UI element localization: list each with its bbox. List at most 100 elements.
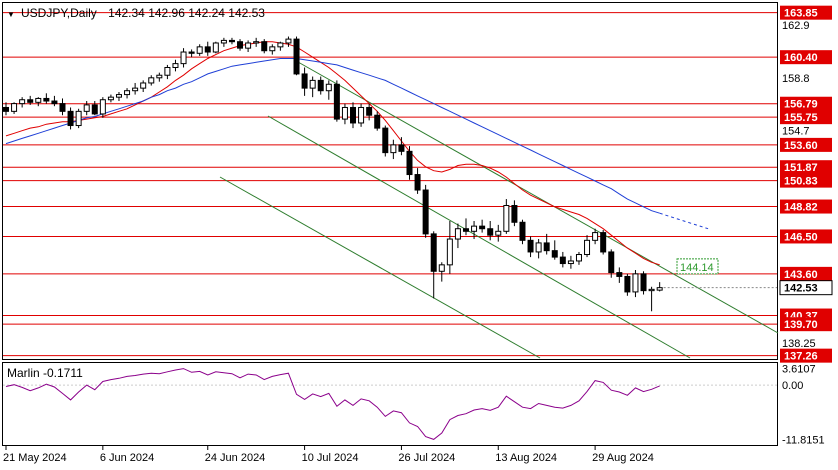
svg-text:USDJPY,Daily 142.34 142.96: USDJPY,Daily 142.34 142.96 142.24 142.53 <box>21 6 265 20</box>
candle-body <box>83 104 90 112</box>
channel-line <box>267 115 691 359</box>
candle <box>115 92 122 102</box>
candle-body <box>140 82 147 89</box>
candle <box>519 219 526 245</box>
candle <box>350 102 357 129</box>
candle <box>172 59 179 72</box>
price-axis-label: 154.7 <box>782 126 810 138</box>
candle <box>269 44 276 55</box>
marlin-axis-label: 3.6107 <box>782 364 816 376</box>
candle-body <box>301 73 308 89</box>
time-axis-label: 21 May 2024 <box>3 452 67 464</box>
candle <box>245 40 252 53</box>
candle <box>414 168 421 194</box>
candle <box>438 262 445 282</box>
candle <box>511 200 518 227</box>
candle <box>575 251 582 265</box>
candle-body <box>567 260 574 265</box>
level-tag <box>780 317 832 332</box>
candle <box>333 80 340 122</box>
candle-body <box>511 205 518 223</box>
candle <box>559 251 566 268</box>
candle <box>358 103 365 127</box>
candle <box>632 270 639 298</box>
candle-body <box>438 264 445 272</box>
candle <box>495 224 502 242</box>
price-axis: 162.9158.8154.7138.25163.85160.40156.791… <box>663 5 833 363</box>
candle-body <box>99 99 106 115</box>
current-price-tag <box>779 280 833 296</box>
candlesticks <box>3 36 663 312</box>
candle <box>99 97 106 118</box>
candle-body <box>188 51 195 54</box>
candle-body <box>43 97 50 102</box>
candle-body <box>575 254 582 262</box>
candle-body <box>269 46 276 52</box>
candle-body <box>535 242 542 253</box>
candle-body <box>406 150 413 176</box>
candle-body <box>27 99 34 103</box>
candle-body <box>51 100 58 105</box>
candle-body <box>67 110 74 127</box>
candle <box>277 41 284 51</box>
marlin-label: Marlin -0.1711 <box>7 366 83 380</box>
indicator-panel <box>2 362 778 446</box>
candle <box>212 41 219 54</box>
candle-body <box>309 79 316 89</box>
candle <box>67 107 74 130</box>
candle-body <box>656 287 663 291</box>
candle <box>19 97 26 108</box>
header-symbol: USDJPY,Daily <box>21 6 97 20</box>
level-tag <box>780 266 832 281</box>
candle-body <box>471 225 478 232</box>
time-axis-label: 24 Jun 2024 <box>205 452 266 464</box>
candle <box>325 80 332 100</box>
candle-body <box>107 96 114 101</box>
candle <box>75 108 82 129</box>
level-tag-label: 155.75 <box>784 112 818 124</box>
candle-body <box>350 106 357 124</box>
header-dropdown-icon[interactable]: ▼ <box>7 10 15 19</box>
candle-body <box>390 144 397 154</box>
level-tag-label: 148.82 <box>784 202 818 214</box>
candle-body <box>632 273 639 293</box>
candle <box>656 282 663 292</box>
candle-body <box>640 273 647 292</box>
candle-body <box>75 110 82 127</box>
candle-body <box>132 87 139 92</box>
candle <box>293 36 300 76</box>
level-tag <box>780 160 832 175</box>
level-tag-label: 143.60 <box>784 269 818 281</box>
candle-body <box>616 272 623 277</box>
candle <box>616 267 623 283</box>
candle <box>584 235 591 258</box>
level-tag-label: 156.79 <box>784 99 818 111</box>
candle <box>503 199 510 234</box>
candle-body <box>559 256 566 265</box>
level-tag-label: 139.70 <box>784 319 818 331</box>
candle <box>608 249 615 278</box>
candle <box>107 94 114 103</box>
candle <box>3 102 9 116</box>
candle <box>27 95 34 105</box>
candle <box>430 231 437 299</box>
candle <box>479 219 486 233</box>
channel-line <box>297 61 779 334</box>
candle <box>309 76 316 98</box>
marlin-indicator: 3.6107 0.00 -11.8151 <box>3 364 825 446</box>
candle <box>237 39 244 51</box>
candle-body <box>204 46 211 53</box>
current-price-label: 142.53 <box>784 283 818 295</box>
candle-body <box>148 77 155 84</box>
channel-callout-box <box>676 258 719 275</box>
level-tag <box>780 110 832 125</box>
candle <box>196 44 203 56</box>
candle <box>317 76 324 95</box>
candle <box>640 271 647 295</box>
candle-body <box>293 38 300 75</box>
ma-fast-line <box>5 41 660 266</box>
candle-body <box>59 103 66 112</box>
candle-body <box>479 225 486 230</box>
level-tag-label: 150.83 <box>784 176 818 188</box>
candle-body <box>228 39 235 43</box>
